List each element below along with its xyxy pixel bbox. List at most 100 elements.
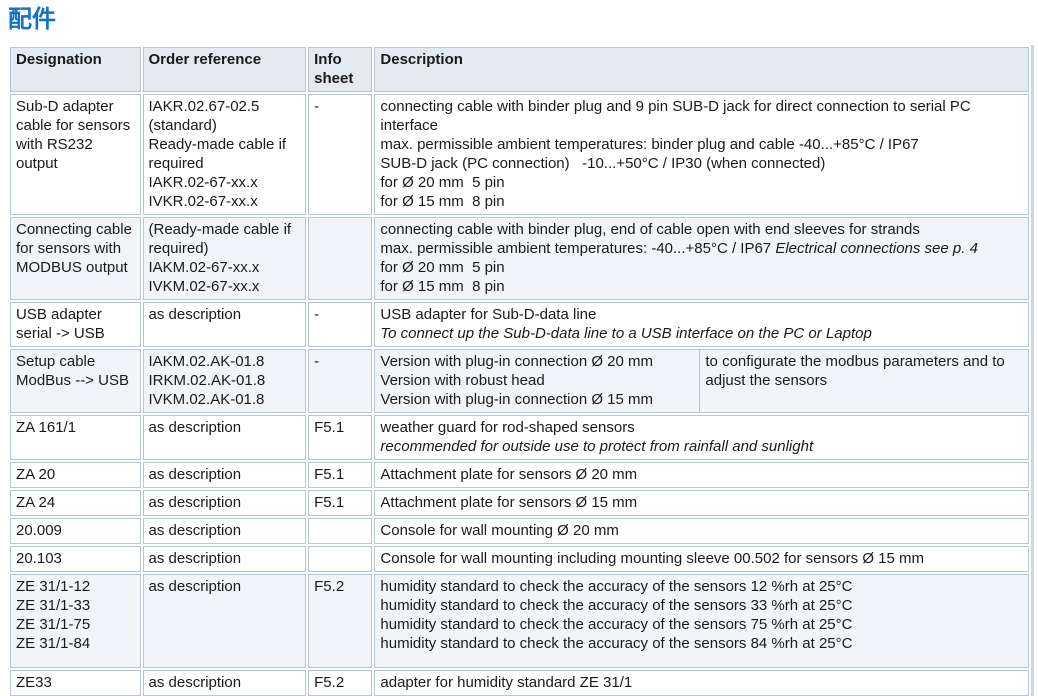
text-segment: Attachment plate for sensors Ø 20 mm xyxy=(380,466,638,483)
text-line: humidity standard to check the accuracy … xyxy=(380,615,1023,634)
text-segment: for Ø 15 mm 8 pin xyxy=(380,278,505,295)
page-title: 配件 xyxy=(8,6,56,33)
order-reference-cell: as description xyxy=(142,490,307,516)
description-cell: connecting cable with binder plug and 9 … xyxy=(374,94,1029,215)
text-segment: USB adapter for Sub-D-data line xyxy=(380,306,597,323)
description-cell: USB adapter for Sub-D-data line To connec… xyxy=(374,302,1029,347)
designation-cell: Connecting cable for sensors with MODBUS… xyxy=(10,217,141,300)
text-segment: humidity standard to check the accuracy … xyxy=(380,578,853,595)
text-line: Console for wall mounting Ø 20 mm xyxy=(380,521,1023,540)
text-line: ZE 31/1-33 xyxy=(16,597,91,614)
description-right: to configurate the modbus parameters and… xyxy=(700,350,1028,412)
table-row: ZA 24 as description F5.1 Attachment plate … xyxy=(10,490,1029,516)
text-line: IAKM.02.AK-01.8 xyxy=(148,353,265,370)
header-order-reference: Order reference xyxy=(142,47,307,92)
text-line: Attachment plate for sensors Ø 20 mm xyxy=(380,465,1023,484)
accessories-table-body: Sub-D adapter cable for sensors with RS2… xyxy=(10,94,1029,696)
info-sheet-cell xyxy=(308,217,373,300)
text-segment: for Ø 15 mm 8 pin xyxy=(380,193,505,210)
order-reference-cell: as description xyxy=(142,302,307,347)
text-segment: humidity standard to check the accuracy … xyxy=(380,597,853,614)
text-segment: Version with robust head xyxy=(380,372,545,389)
designation-cell: 20.103 xyxy=(10,546,141,572)
order-reference-cell: IAKR.02.67-02.5 (standard) Ready-made cab… xyxy=(142,94,307,215)
info-sheet-cell: F5.1 xyxy=(308,415,373,460)
table-row: 20.103 as description Console for wall mou… xyxy=(10,546,1029,572)
order-reference-cell: IAKM.02.AK-01.8 IRKM.02.AK-01.8 IVKM.02.AK… xyxy=(142,349,307,413)
header-row: Designation Order reference Info sheet D… xyxy=(10,47,1029,92)
table-row: ZE 31/1-12 ZE 31/1-33 ZE 31/1-75 ZE 31/1-84… xyxy=(10,574,1029,668)
text-line: max. permissible ambient temperatures: b… xyxy=(380,135,1023,154)
table-row: 20.009 as description Console for wall mou… xyxy=(10,518,1029,544)
text-line: Ready-made cable if required xyxy=(148,136,291,172)
text-segment: Version with plug-in connection Ø 15 mm xyxy=(380,391,654,408)
designation-cell: 20.009 xyxy=(10,518,141,544)
designation-cell: Setup cable ModBus --> USB xyxy=(10,349,141,413)
text-line: for Ø 15 mm 8 pin xyxy=(380,192,1023,211)
text-line: humidity standard to check the accuracy … xyxy=(380,577,1023,596)
text-line: as description xyxy=(148,306,242,323)
text-line: ZE 31/1-12 xyxy=(16,578,91,595)
text-line: to configurate the modbus parameters and… xyxy=(705,352,1023,390)
description-cell: humidity standard to check the accuracy … xyxy=(374,574,1029,668)
text-line: weather guard for rod-shaped sensors xyxy=(380,418,1023,437)
text-segment: max. permissible ambient temperatures: -… xyxy=(380,240,776,257)
italic-text: Electrical connections see p. 4 xyxy=(775,240,978,257)
description-cell: adapter for humidity standard ZE 31/1 xyxy=(374,670,1029,696)
text-line: (Ready-made cable if required) xyxy=(148,221,296,257)
text-segment: Version with plug-in connection Ø 20 mm xyxy=(380,353,654,370)
table-row: ZA 20 as description F5.1 Attachment plate … xyxy=(10,462,1029,488)
info-sheet-cell xyxy=(308,518,373,544)
text-line: Setup cable ModBus --> USB xyxy=(16,353,129,389)
text-line: IVKM.02.AK-01.8 xyxy=(148,391,265,408)
table-row: USB adapter serial -> USB as description -… xyxy=(10,302,1029,347)
text-line: Version with plug-in connection Ø 15 mm xyxy=(380,390,694,409)
text-segment: for Ø 20 mm 5 pin xyxy=(380,174,505,191)
text-line: 20.009 xyxy=(16,522,62,539)
text-segment: connecting cable with binder plug and 9 … xyxy=(380,98,975,134)
text-line: humidity standard to check the accuracy … xyxy=(380,634,1023,653)
text-line: ZE 31/1-84 xyxy=(16,635,91,652)
designation-cell: ZA 24 xyxy=(10,490,141,516)
text-line: ZA 161/1 xyxy=(16,419,77,436)
text-line: USB adapter for Sub-D-data line xyxy=(380,305,1023,324)
table-row: Sub-D adapter cable for sensors with RS2… xyxy=(10,94,1029,215)
text-line: Console for wall mounting including moun… xyxy=(380,549,1023,568)
order-reference-cell: as description xyxy=(142,462,307,488)
text-segment: weather guard for rod-shaped sensors xyxy=(380,419,635,436)
table-row: Setup cable ModBus --> USB IAKM.02.AK-01.… xyxy=(10,349,1029,413)
text-line: IVKR.02-67-xx.x xyxy=(148,193,258,210)
text-line: IAKR.02.67-02.5 (standard) xyxy=(148,98,264,134)
info-sheet-cell: F5.1 xyxy=(308,490,373,516)
text-line: Connecting cable for sensors with MODBUS… xyxy=(16,221,137,276)
text-line: Version with robust head xyxy=(380,371,694,390)
info-sheet-cell: F5.2 xyxy=(308,574,373,668)
text-line: Sub-D adapter cable for sensors with RS2… xyxy=(16,98,135,172)
description-cell: Console for wall mounting including moun… xyxy=(374,546,1029,572)
text-line: as description xyxy=(148,522,242,539)
text-line: connecting cable with binder plug and 9 … xyxy=(380,97,1023,135)
designation-cell: Sub-D adapter cable for sensors with RS2… xyxy=(10,94,141,215)
text-line: IAKM.02-67-xx.x xyxy=(148,259,260,276)
text-line: ZE 31/1-75 xyxy=(16,616,91,633)
accessories-table-wrapper: Designation Order reference Info sheet D… xyxy=(8,45,1034,696)
text-line: Version with plug-in connection Ø 20 mm xyxy=(380,352,694,371)
text-line: adapter for humidity standard ZE 31/1 xyxy=(380,673,1023,692)
text-segment: Console for wall mounting including moun… xyxy=(380,550,925,567)
text-line: Attachment plate for sensors Ø 15 mm xyxy=(380,493,1023,512)
table-row: Connecting cable for sensors with MODBUS… xyxy=(10,217,1029,300)
header-designation: Designation xyxy=(10,47,141,92)
order-reference-cell: as description xyxy=(142,670,307,696)
designation-cell: ZE 31/1-12 ZE 31/1-33 ZE 31/1-75 ZE 31/1-84 xyxy=(10,574,141,668)
text-line: SUB-D jack (PC connection) -10...+50°C /… xyxy=(380,154,1023,173)
description-split-wrap: Version with plug-in connection Ø 20 mm V… xyxy=(375,350,1028,412)
description-cell: connecting cable with binder plug, end o… xyxy=(374,217,1029,300)
description-cell: weather guard for rod-shaped sensors reco… xyxy=(374,415,1029,460)
text-line: 20.103 xyxy=(16,550,62,567)
table-row: ZE33 as description F5.2 adapter for humidi… xyxy=(10,670,1029,696)
order-reference-cell: as description xyxy=(142,518,307,544)
text-line: ZA 24 xyxy=(16,494,56,511)
text-line: connecting cable with binder plug, end o… xyxy=(380,220,1023,239)
designation-cell: USB adapter serial -> USB xyxy=(10,302,141,347)
description-cell: Attachment plate for sensors Ø 20 mm xyxy=(374,462,1029,488)
